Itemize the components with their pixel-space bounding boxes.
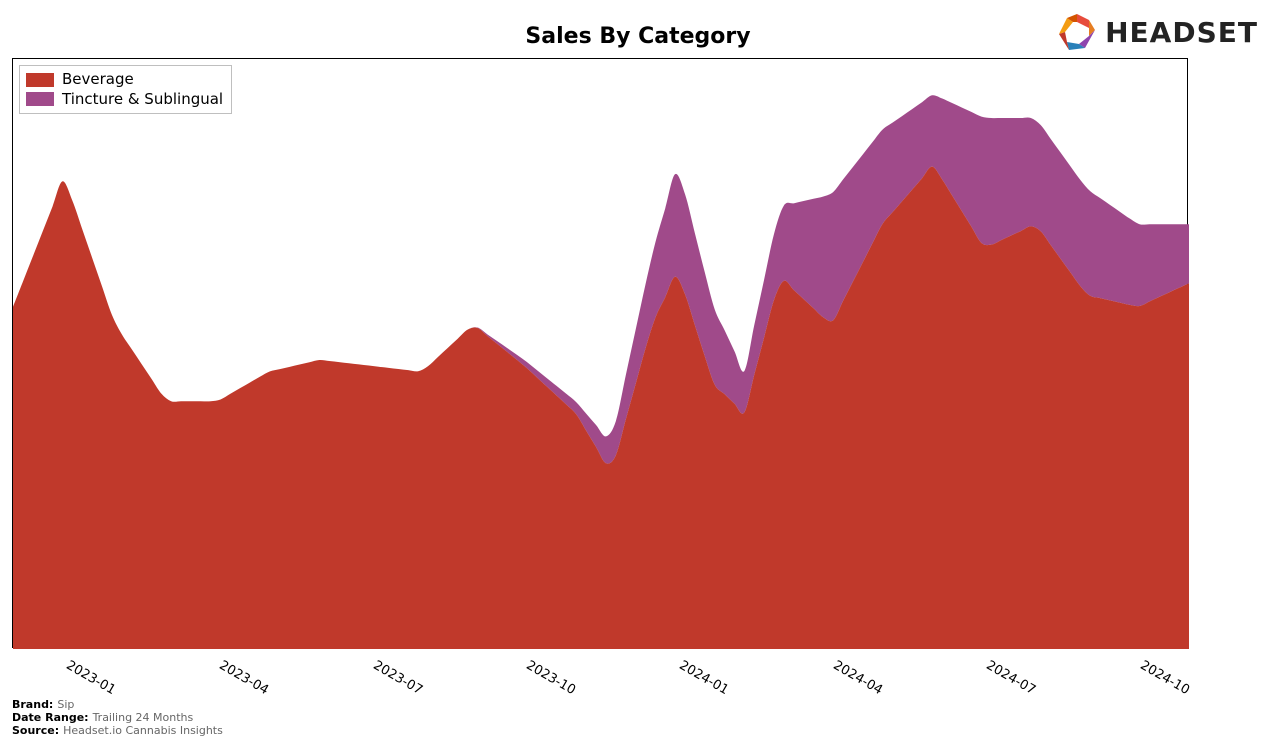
legend: BeverageTincture & Sublingual	[19, 65, 232, 114]
meta-value: Sip	[57, 698, 74, 711]
meta-value: Trailing 24 Months	[93, 711, 194, 724]
plot-area: BeverageTincture & Sublingual	[12, 58, 1188, 648]
meta-row: Source: Headset.io Cannabis Insights	[12, 724, 223, 737]
meta-label: Source:	[12, 724, 59, 737]
legend-item: Tincture & Sublingual	[26, 90, 223, 110]
meta-row: Date Range: Trailing 24 Months	[12, 711, 223, 724]
x-tick-label: 2024-04	[830, 658, 885, 698]
legend-label: Beverage	[62, 70, 134, 90]
x-tick-label: 2023-07	[370, 658, 425, 698]
meta-value: Headset.io Cannabis Insights	[63, 724, 223, 737]
area-chart-svg	[13, 59, 1189, 649]
x-tick-label: 2023-10	[524, 658, 579, 698]
legend-swatch	[26, 73, 54, 87]
x-tick-label: 2023-04	[217, 658, 272, 698]
page-root: HEADSET Sales By Category BeverageTinctu…	[0, 0, 1276, 743]
meta-label: Date Range:	[12, 711, 89, 724]
x-tick-label: 2024-01	[677, 658, 732, 698]
x-tick-label: 2024-07	[984, 658, 1039, 698]
meta-row: Brand: Sip	[12, 698, 223, 711]
legend-swatch	[26, 92, 54, 106]
x-tick-label: 2024-10	[1137, 658, 1192, 698]
chart-metadata: Brand:SipDate Range:Trailing 24 MonthsSo…	[12, 698, 223, 738]
legend-label: Tincture & Sublingual	[62, 90, 223, 110]
legend-item: Beverage	[26, 70, 223, 90]
x-tick-label: 2023-01	[63, 658, 118, 698]
area-series-beverage	[13, 167, 1189, 649]
meta-label: Brand:	[12, 698, 53, 711]
chart-title: Sales By Category	[0, 24, 1276, 49]
